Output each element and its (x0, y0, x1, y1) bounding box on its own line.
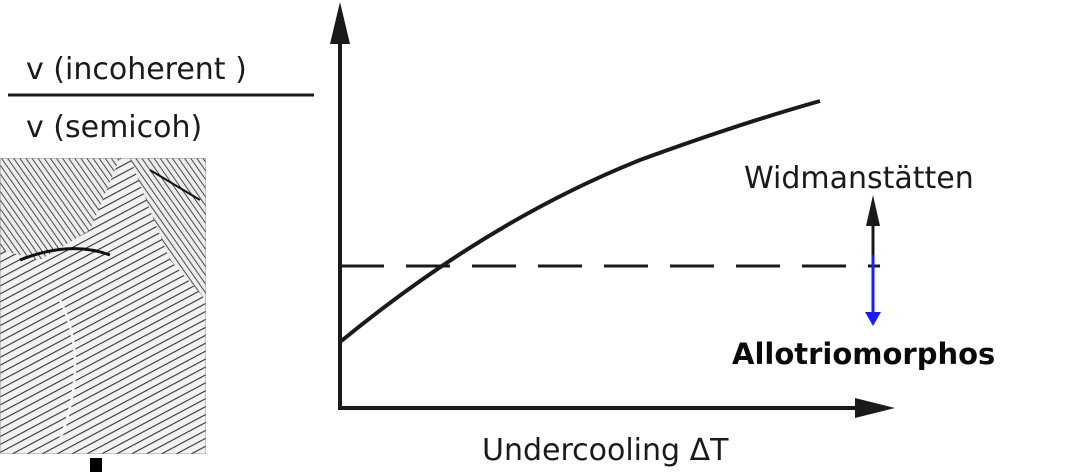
velocity-ratio-curve (338, 99, 821, 344)
x-axis-arrowhead (855, 398, 895, 418)
clipped-caption-fragment (90, 458, 102, 472)
x-axis-label: Undercooling ΔT (482, 433, 729, 468)
ratio-numerator: v (incoherent ) (26, 52, 247, 87)
y-axis-arrowhead (330, 2, 350, 44)
ratio-denominator: v (semicoh) (26, 110, 202, 145)
allotriomorphos-label: Allotriomorphos (732, 337, 995, 371)
up-arrow-head (866, 195, 880, 226)
micrograph-image (0, 158, 206, 454)
down-arrow-head (865, 312, 881, 326)
widmanstatten-label: Widmanstätten (744, 161, 974, 196)
